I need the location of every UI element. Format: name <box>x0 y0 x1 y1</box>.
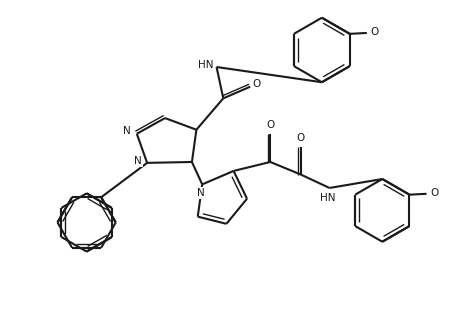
Text: N: N <box>123 126 130 136</box>
Text: O: O <box>266 120 274 130</box>
Text: N: N <box>134 156 142 166</box>
Text: O: O <box>370 27 378 37</box>
Text: O: O <box>252 79 260 89</box>
Text: O: O <box>296 133 304 143</box>
Text: O: O <box>430 188 438 198</box>
Text: N: N <box>196 188 204 198</box>
Text: HN: HN <box>319 193 335 203</box>
Text: HN: HN <box>197 60 213 70</box>
